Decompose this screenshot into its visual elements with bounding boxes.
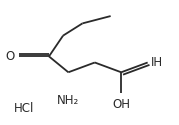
Text: NH₂: NH₂ (57, 94, 79, 107)
Text: OH: OH (112, 98, 130, 111)
Text: IH: IH (151, 56, 163, 69)
Text: O: O (5, 50, 15, 63)
Text: HCl: HCl (14, 102, 34, 116)
